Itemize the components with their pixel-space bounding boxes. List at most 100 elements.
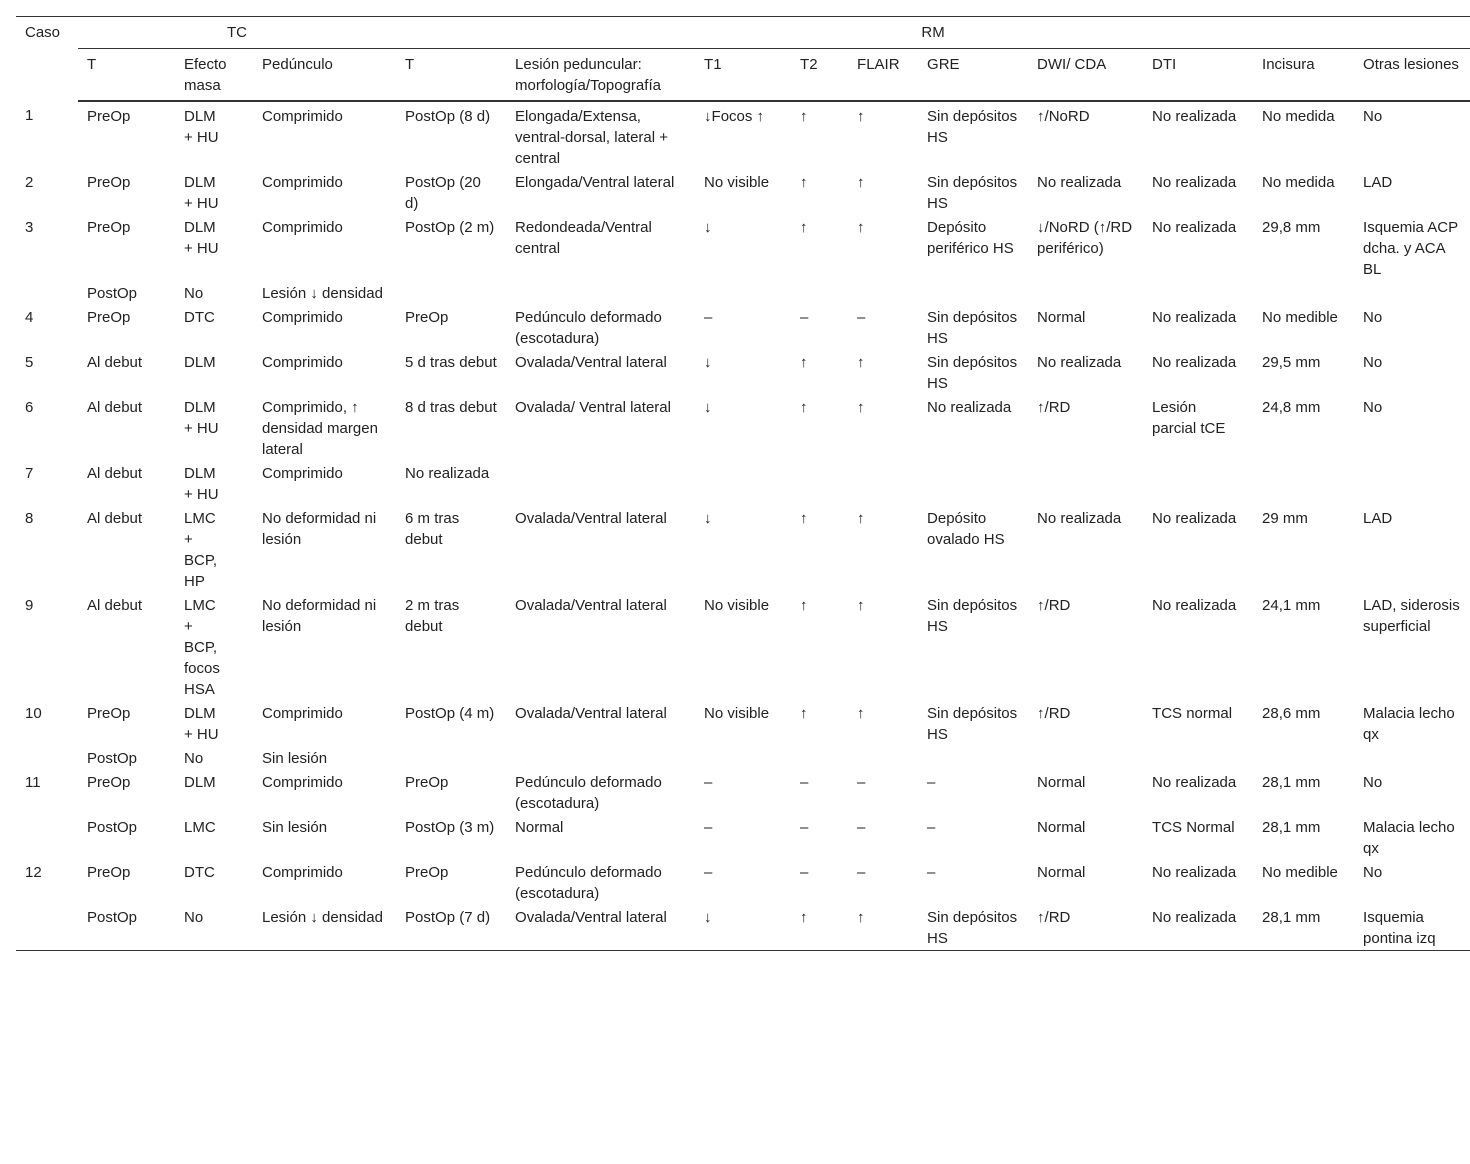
table-cell: No bbox=[1363, 354, 1383, 371]
empty-cell bbox=[16, 281, 78, 305]
table-cell: – bbox=[800, 309, 809, 326]
column-header: DWI/ CDA bbox=[1028, 48, 1144, 102]
table-cell: Comprimido bbox=[262, 864, 343, 881]
table-cell: DTC bbox=[184, 309, 215, 326]
table-row: 3 PreOp DLM + HU Comprimido PostOp (2 m) Redo… bbox=[16, 215, 1470, 281]
table-cell: No medida bbox=[1262, 174, 1335, 191]
table-cell: ↓Focos ↑ bbox=[704, 108, 765, 125]
table-cell: No realizada bbox=[1152, 108, 1237, 125]
table-cell: LMC bbox=[184, 819, 216, 836]
table-cell: No bbox=[1363, 108, 1383, 125]
table-cell: 28,6 mm bbox=[1262, 705, 1321, 722]
column-header: Efecto masa bbox=[175, 48, 253, 102]
table-row: 10 PreOp DLM + HU Comprimido PostOp (4 m) Ova… bbox=[16, 701, 1470, 746]
empty-cell bbox=[396, 281, 506, 305]
table-cell: Elongada/Ventral lateral bbox=[515, 174, 675, 191]
table-cell: PostOp (7 d) bbox=[405, 909, 491, 926]
table-cell: – bbox=[857, 774, 866, 791]
table-cell: DTC bbox=[184, 864, 215, 881]
empty-cell bbox=[1028, 461, 1143, 506]
table-cell: 24,8 mm bbox=[1262, 399, 1321, 416]
group-header: Caso bbox=[25, 24, 61, 41]
column-header: T2 bbox=[791, 48, 849, 102]
table-cell: Pedúnculo deformado (escotadura) bbox=[515, 774, 662, 812]
table-cell: Al debut bbox=[87, 399, 143, 416]
empty-cell bbox=[848, 461, 918, 506]
column-row: T Efecto masa Pedúnculo T Lesión peduncular:… bbox=[16, 48, 1470, 102]
table-row: 5 Al debut DLM Comprimido 5 d tras debut Oval… bbox=[16, 350, 1470, 395]
table-cell: Comprimido bbox=[262, 774, 343, 791]
table-cell: No bbox=[184, 750, 204, 767]
table-cell: – bbox=[800, 819, 809, 836]
table-cell: – bbox=[857, 309, 866, 326]
empty-cell bbox=[848, 746, 918, 770]
table-cell: No bbox=[1363, 399, 1383, 416]
empty-cell bbox=[695, 746, 791, 770]
table-cell: ↓ bbox=[704, 219, 712, 236]
table-cell: No realizada bbox=[1152, 174, 1237, 191]
table-cell: Pedúnculo deformado (escotadura) bbox=[515, 864, 662, 902]
column-header: Lesión peduncular: morfología/Topografía bbox=[506, 48, 696, 102]
table-cell: No realizada bbox=[1037, 174, 1122, 191]
table-cell: Normal bbox=[1037, 309, 1086, 326]
group-row: Caso TC RM bbox=[16, 16, 1470, 49]
table-cell: – bbox=[704, 774, 713, 791]
table-cell: PreOp bbox=[87, 864, 131, 881]
table-cell: Al debut bbox=[87, 510, 143, 527]
table-cell: Sin lesión bbox=[262, 750, 328, 767]
table-cell: PostOp bbox=[87, 819, 138, 836]
table-cell: – bbox=[927, 774, 936, 791]
table-cell: ↑/RD bbox=[1037, 909, 1071, 926]
table-cell: PostOp (3 m) bbox=[405, 819, 495, 836]
table-cell: PostOp (20 d) bbox=[405, 174, 481, 212]
table-cell: Comprimido, ↑ densidad margen lateral bbox=[262, 399, 378, 458]
table-cell: ↓/NoRD (↑/RD periférico) bbox=[1037, 219, 1133, 257]
empty-cell bbox=[918, 746, 1028, 770]
table-cell: DLM + HU bbox=[184, 108, 219, 146]
column-header: Pedúnculo bbox=[253, 48, 397, 102]
table-cell: Ovalada/Ventral lateral bbox=[515, 510, 667, 527]
table-cell: No realizada bbox=[1152, 354, 1237, 371]
empty-cell bbox=[695, 461, 791, 506]
table-cell: PreOp bbox=[405, 864, 449, 881]
table-cell: Sin depósitos HS bbox=[927, 354, 1018, 392]
empty-cell bbox=[506, 281, 695, 305]
table-cell: ↑ bbox=[800, 597, 808, 614]
table-cell: No realizada bbox=[1152, 864, 1237, 881]
table-cell: PreOp bbox=[87, 309, 131, 326]
empty-cell bbox=[396, 746, 506, 770]
table-cell: 12 bbox=[25, 864, 42, 881]
table-cell: 29,8 mm bbox=[1262, 219, 1321, 236]
table-cell: DLM bbox=[184, 774, 216, 791]
column-header: T bbox=[396, 48, 507, 102]
group-header: RM bbox=[396, 16, 1470, 49]
table-cell: Comprimido bbox=[262, 354, 343, 371]
table-cell: ↑ bbox=[800, 354, 808, 371]
column-header: DTI bbox=[1143, 48, 1254, 102]
table-cell: Al debut bbox=[87, 354, 143, 371]
table-cell: PostOp (8 d) bbox=[405, 108, 491, 125]
table-cell: PreOp bbox=[87, 774, 131, 791]
table-cell: Ovalada/ Ventral lateral bbox=[515, 399, 671, 416]
table-cell: ↑/NoRD bbox=[1037, 108, 1090, 125]
table-cell: DLM + HU bbox=[184, 219, 219, 257]
table-cell: Isquemia pontina izq bbox=[1363, 909, 1436, 947]
table-row: PostOp No Lesión ↓ densidad PostOp (7 d) Ova… bbox=[16, 905, 1470, 951]
table-cell: 11 bbox=[25, 774, 41, 791]
column-header: T1 bbox=[695, 48, 792, 102]
table-cell: PostOp (4 m) bbox=[405, 705, 495, 722]
table-cell: – bbox=[704, 864, 713, 881]
table-cell: Depósito ovalado HS bbox=[927, 510, 1005, 548]
table-row: 12 PreOp DTC Comprimido PreOp Pedúnculo defor… bbox=[16, 860, 1470, 905]
table-cell: ↑ bbox=[857, 219, 865, 236]
table-cell: No realizada bbox=[1152, 774, 1237, 791]
table-cell: Sin depósitos HS bbox=[927, 174, 1018, 212]
table-cell: ↓ bbox=[704, 399, 712, 416]
table-cell: Comprimido bbox=[262, 108, 343, 125]
table-cell: – bbox=[800, 774, 809, 791]
table-cell: Comprimido bbox=[262, 465, 343, 482]
table-cell: 5 bbox=[25, 354, 34, 371]
table-cell: ↓ bbox=[704, 354, 712, 371]
table-cell: Elongada/Extensa, ventral-dorsal, latera… bbox=[515, 108, 669, 167]
empty-cell bbox=[1354, 281, 1470, 305]
